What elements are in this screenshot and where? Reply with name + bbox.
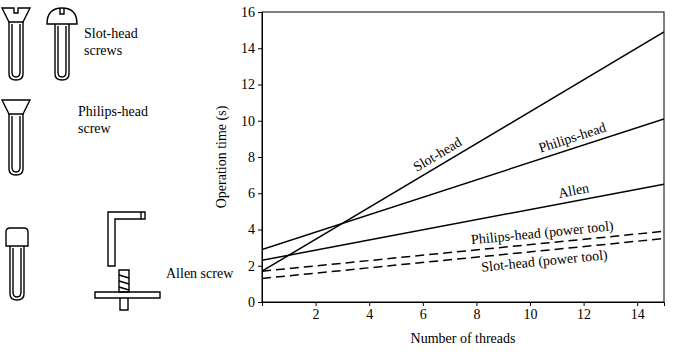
y-tick: 12 [241,77,262,92]
x-axis-title: Number of threads [411,331,516,346]
y-tick-mark [258,193,262,194]
x-tick: 14 [631,302,645,322]
x-tick-mark [423,302,424,306]
y-axis-line [258,13,263,303]
x-tick-label: 12 [577,307,591,322]
label-line: screw [78,121,112,136]
y-tick-label: 0 [248,295,255,310]
x-tick-mark [584,302,585,306]
y-tick: 4 [248,222,262,237]
lines [262,32,664,279]
y-axis: 0 2 4 6 8 10 12 14 16 [241,5,263,310]
x-tick-mark [369,302,370,306]
y-tick: 10 [241,114,262,129]
x-tick-label: 6 [420,307,427,322]
screw-drawing [60,8,64,14]
x-tick-label: 14 [631,307,645,322]
screw-drawing [12,24,20,77]
y-tick: 16 [241,5,262,20]
x-tick: 10 [524,302,538,322]
label-line: Slot-head [84,26,138,41]
y-tick-mark [258,266,262,267]
x-tick: 2 [313,302,320,322]
y-axis-title: Operation time (s) [214,105,230,208]
screw-drawing [108,212,145,266]
screw-drawing [55,24,69,80]
y-tick-label: 10 [241,114,255,129]
illustration-label: Allen screw [166,266,234,281]
screw-drawing [119,275,129,290]
series-label: Philips-head (power tool) [470,218,614,248]
screw-drawing [140,212,141,219]
screw-drawing [2,100,30,114]
screw-drawing [9,114,23,175]
x-tick: 8 [473,302,480,322]
illustration-label: Philips-head screw [78,104,148,136]
y-tick-label: 14 [241,41,255,56]
x-tick-label: 2 [313,307,320,322]
y-tick-label: 2 [248,259,255,274]
y-tick: 2 [248,259,262,274]
screw-illustrations [2,8,160,310]
screw-drawing [12,116,20,172]
y-tick-label: 4 [248,222,255,237]
y-tick-label: 12 [241,77,255,92]
screw-drawing [120,298,128,310]
screw-drawing [9,22,23,80]
y-tick-mark [258,302,262,303]
screw-drawing [10,246,24,300]
x-tick-mark [316,302,317,306]
y-tick: 14 [241,41,262,56]
label-line: Philips-head [78,104,148,119]
x-tick-label: 10 [524,307,538,322]
y-tick-mark [258,12,262,13]
screw-drawing [6,228,28,246]
series-label: Allen [557,180,590,201]
x-tick: 6 [420,302,427,322]
y-tick-label: 8 [248,150,255,165]
label-line: Allen screw [166,266,234,281]
x-tick-mark [476,302,477,306]
x-tick: 12 [577,302,591,322]
screw-drawing [13,248,21,297]
label-line: screws [84,43,122,58]
screw-drawing [58,26,66,77]
series-label: Philips-head [537,120,608,156]
screw-drawing [95,292,160,298]
illustration-label: Slot-head screws [84,26,138,58]
y-tick-mark [258,121,262,122]
plot-frame [262,12,664,302]
screw-drawing [2,8,30,22]
y-tick-mark [258,85,262,86]
x-axis: 2 4 6 8 10 12 14 [263,302,665,322]
series-line [262,239,664,279]
y-tick: 6 [248,186,262,201]
x-tick-label: 4 [366,307,373,322]
series-label: Slot-head (power tool) [481,247,609,275]
series-line [262,32,664,271]
series-line [262,119,664,250]
y-tick-label: 16 [241,5,255,20]
y-tick: 8 [248,150,262,165]
x-tick-mark [637,302,638,306]
y-tick-mark [258,48,262,49]
series-label: Slot-head [411,134,465,174]
x-axis-line [263,303,665,307]
screw-drawing [47,8,77,24]
y-tick-mark [258,157,262,158]
x-tick-label: 8 [473,307,480,322]
y-tick-mark [258,230,262,231]
x-tick-mark [530,302,531,306]
screw-drawing [119,270,129,292]
y-tick: 0 [248,295,262,310]
y-tick-label: 6 [248,186,255,201]
x-tick: 4 [366,302,373,322]
